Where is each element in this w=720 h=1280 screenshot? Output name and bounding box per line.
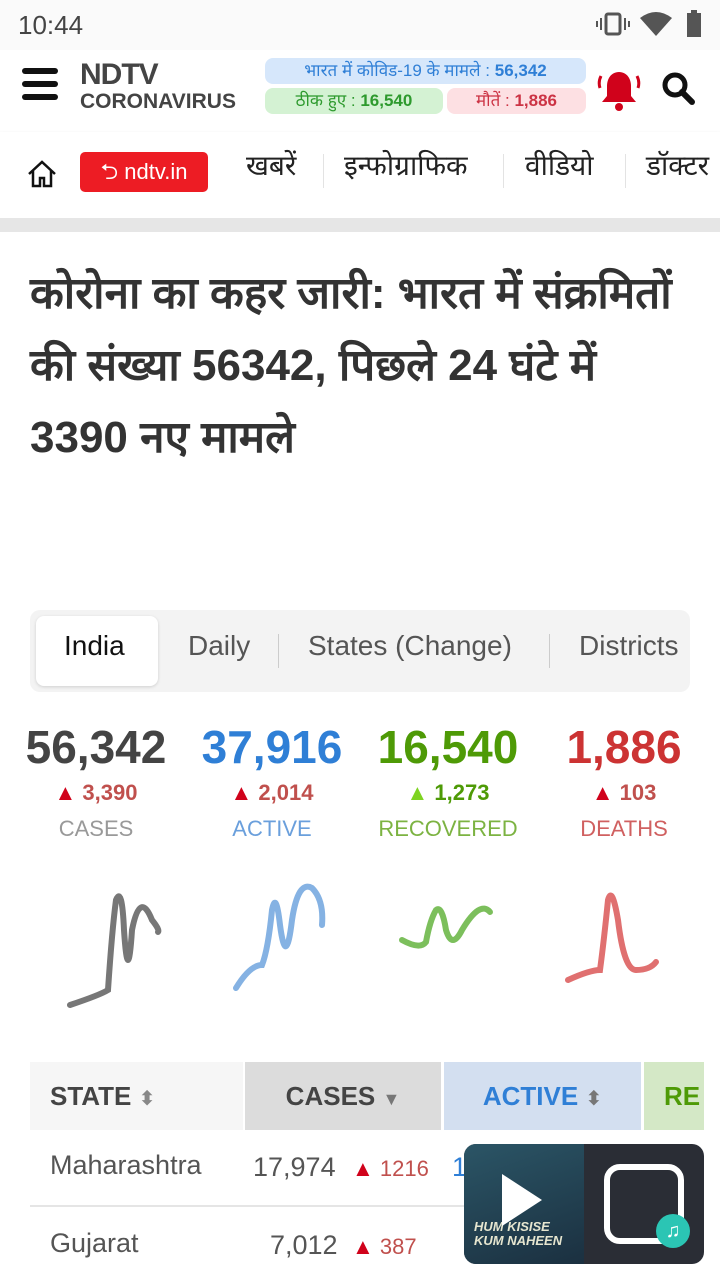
bell-icon[interactable] (596, 68, 642, 114)
divider (0, 218, 720, 232)
stats-tabs: India Daily States (Change) Districts (30, 610, 690, 692)
column-header-recovered[interactable]: RE (644, 1062, 704, 1130)
recovered-pill: ठीक हुए : 16,540 (265, 88, 443, 114)
home-icon[interactable] (26, 158, 58, 190)
app-header: NDTV CORONAVIRUS भारत में कोविड-19 के मा… (0, 50, 720, 132)
stat-recovered: 16,540 ▲ 1,273 RECOVERED (377, 721, 519, 841)
nav-item-news[interactable]: खबरें (246, 150, 297, 181)
tab-districts[interactable]: Districts (579, 630, 679, 661)
music-player-widget[interactable]: HUM KISISE KUM NAHEEN ♫ (464, 1144, 704, 1264)
tab-states-change[interactable]: States (Change) (308, 630, 512, 661)
nav-item-infographic[interactable]: इन्फोग्राफिक (344, 150, 468, 181)
nav-item-video[interactable]: वीडियो (525, 150, 594, 181)
jiosaavn-logo (604, 1164, 684, 1244)
sparkline-active (233, 883, 326, 991)
logo-coronavirus: CORONAVIRUS (80, 90, 236, 113)
sparkline-cases (67, 893, 162, 1008)
back-to-ndtv-button[interactable]: ⮌ ndtv.in (80, 152, 208, 192)
battery-icon (687, 10, 701, 37)
play-icon[interactable] (500, 1172, 544, 1228)
sparklines (67, 883, 659, 1008)
tab-india[interactable]: India (64, 630, 125, 661)
tab-daily[interactable]: Daily (188, 630, 251, 661)
states-table: STATE ⬍ CASES ▼ ACTIVE ⬍ RE Maharashtra … (30, 1062, 720, 1280)
nav-bar: ⮌ ndtv.in खबरें इन्फोग्राफिक वीडियो डॉक्… (0, 132, 720, 218)
cases-pill: भारत में कोविड-19 के मामले : 56,342 (265, 58, 586, 84)
column-header-cases[interactable]: CASES ▼ (245, 1062, 441, 1130)
sparkline-deaths (565, 892, 659, 983)
column-header-active[interactable]: ACTIVE ⬍ (444, 1062, 641, 1130)
article-title: कोरोना का कहर जारी: भारत में संक्रमितों … (30, 269, 672, 462)
status-bar: 10:44 (0, 0, 720, 50)
wifi-icon (640, 12, 672, 36)
menu-icon[interactable] (22, 68, 58, 107)
column-header-state[interactable]: STATE ⬍ (30, 1062, 243, 1130)
vibrate-icon (596, 12, 630, 36)
deaths-pill: मौतें : 1,886 (447, 88, 586, 114)
album-art[interactable]: HUM KISISE KUM NAHEEN (464, 1144, 584, 1264)
clock: 10:44 (18, 10, 84, 40)
logo-ndtv[interactable]: NDTV (80, 58, 159, 91)
search-icon[interactable] (660, 70, 696, 106)
nav-item-doctor[interactable]: डॉक्टर (646, 150, 710, 181)
music-note-icon: ♫ (656, 1214, 690, 1248)
stat-deaths: 1,886 ▲ 103 DEATHS (566, 721, 682, 841)
sparkline-recovered (399, 905, 493, 949)
stat-cases: 56,342 ▲ 3,390 CASES (25, 721, 167, 841)
stat-active: 37,916 ▲ 2,014 ACTIVE (201, 721, 343, 841)
